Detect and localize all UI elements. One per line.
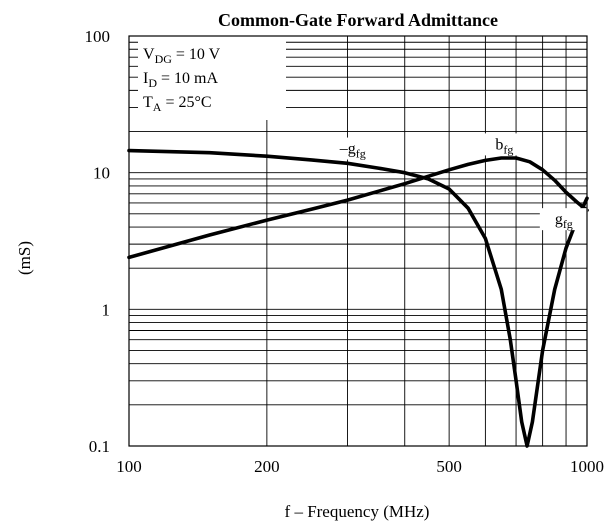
x-axis-label: f – Frequency (MHz) bbox=[285, 502, 430, 521]
curve-neg-gfg bbox=[127, 148, 589, 448]
y-tick-label: 1 bbox=[102, 300, 111, 319]
grid bbox=[129, 36, 587, 446]
x-tick-label: 1000 bbox=[570, 457, 604, 476]
label-bfg: bfg bbox=[495, 136, 513, 156]
condition-ta: TA = 25°C bbox=[143, 94, 212, 114]
label-bg-gfg bbox=[539, 208, 588, 231]
label-gfg: gfg bbox=[555, 211, 573, 231]
x-tick-label: 200 bbox=[254, 457, 280, 476]
condition-vdg: VDG = 10 V bbox=[143, 46, 221, 66]
curves bbox=[127, 148, 589, 448]
conditions-box bbox=[138, 36, 286, 120]
tick-labels: 100 200 500 1000 0.1 1 10 100 bbox=[85, 27, 605, 476]
label-bg-neg-gfg bbox=[328, 137, 377, 160]
y-tick-label: 100 bbox=[85, 27, 111, 46]
label-bg-bfg bbox=[480, 133, 529, 156]
curve-bfg bbox=[127, 156, 589, 260]
x-tick-label: 500 bbox=[436, 457, 462, 476]
label-neg-gfg: –gfg bbox=[339, 141, 366, 161]
plot-frame bbox=[128, 35, 588, 447]
y-tick-label: 0.1 bbox=[89, 437, 110, 456]
y-tick-label: 10 bbox=[93, 164, 110, 183]
condition-id: ID = 10 mA bbox=[143, 70, 218, 90]
chart-title: Common-Gate Forward Admittance bbox=[218, 10, 498, 30]
x-tick-label: 100 bbox=[116, 457, 142, 476]
curve-labels: –gfg gfg bfg bbox=[328, 133, 588, 231]
y-axis-label: (mS) bbox=[15, 241, 34, 275]
